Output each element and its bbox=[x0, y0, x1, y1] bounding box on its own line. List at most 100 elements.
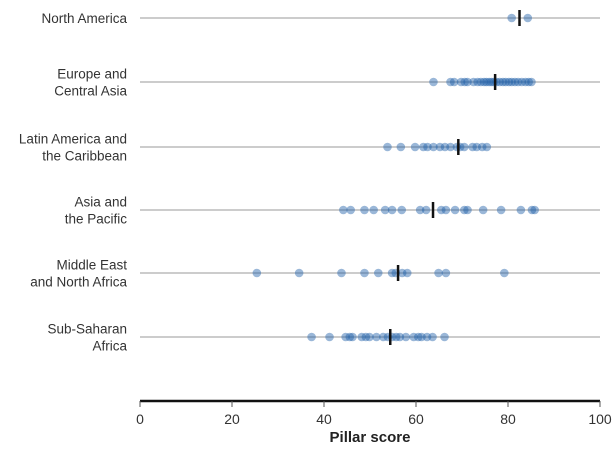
category-label-line: Asia and bbox=[74, 195, 127, 210]
data-point bbox=[409, 332, 419, 342]
data-point bbox=[379, 332, 388, 342]
data-point bbox=[415, 205, 425, 215]
data-point bbox=[516, 205, 526, 215]
data-point bbox=[498, 77, 508, 87]
data-point bbox=[397, 205, 407, 215]
data-point bbox=[482, 77, 491, 87]
data-point bbox=[507, 13, 516, 23]
x-tick-label: 40 bbox=[316, 411, 332, 427]
data-point bbox=[395, 332, 405, 342]
x-tick-label: 80 bbox=[500, 411, 516, 427]
data-point bbox=[397, 268, 407, 278]
category-label: Sub-Saharan Africa bbox=[47, 322, 127, 354]
data-point bbox=[524, 77, 533, 87]
category-label-line: Africa bbox=[92, 339, 127, 354]
data-point bbox=[530, 205, 539, 215]
data-point bbox=[482, 142, 492, 152]
category-label-line: Central Asia bbox=[54, 84, 127, 99]
data-point bbox=[401, 332, 411, 342]
data-point bbox=[380, 205, 390, 215]
data-point bbox=[527, 205, 537, 215]
category-label-line: the Caribbean bbox=[42, 149, 127, 164]
data-point bbox=[337, 268, 346, 278]
data-point bbox=[460, 205, 469, 215]
data-point bbox=[325, 332, 334, 342]
data-point bbox=[450, 205, 460, 215]
data-point bbox=[463, 77, 472, 87]
data-point bbox=[402, 268, 412, 278]
data-point bbox=[369, 205, 378, 215]
data-point bbox=[441, 205, 451, 215]
x-tick-label: 0 bbox=[136, 411, 144, 427]
data-point bbox=[396, 142, 406, 152]
category-label: Latin America and the Caribbean bbox=[19, 132, 127, 164]
data-point bbox=[469, 77, 478, 87]
data-point bbox=[434, 268, 443, 278]
data-point bbox=[440, 332, 449, 342]
data-point bbox=[449, 77, 459, 87]
x-axis: 0 20 40 60 80 100 bbox=[136, 399, 612, 427]
data-point bbox=[373, 268, 383, 278]
data-point bbox=[477, 142, 487, 152]
data-point bbox=[507, 77, 516, 87]
data-point bbox=[387, 268, 397, 278]
category-label-line: Europe and bbox=[57, 67, 127, 82]
category-label: Europe and Central Asia bbox=[54, 67, 127, 99]
data-point bbox=[423, 142, 432, 152]
data-point bbox=[428, 332, 437, 342]
data-point bbox=[365, 332, 374, 342]
x-axis-title: Pillar score bbox=[330, 429, 411, 446]
x-tick-label: 100 bbox=[588, 411, 612, 427]
data-point bbox=[372, 332, 381, 342]
data-point bbox=[473, 77, 482, 87]
data-point bbox=[346, 205, 355, 215]
data-point bbox=[517, 77, 527, 87]
x-tick-label: 20 bbox=[224, 411, 240, 427]
data-point bbox=[527, 77, 536, 87]
data-point bbox=[472, 142, 482, 152]
category-label: Asia and the Pacific bbox=[65, 195, 128, 227]
category-label-line: and North Africa bbox=[30, 275, 127, 290]
data-point bbox=[341, 332, 350, 342]
category-label: North America bbox=[41, 11, 127, 26]
data-point bbox=[410, 142, 420, 152]
category-label-line: Latin America and bbox=[19, 132, 127, 147]
data-point bbox=[383, 142, 392, 152]
data-point bbox=[294, 268, 304, 278]
category-label-line: the Pacific bbox=[65, 212, 128, 227]
data-point bbox=[421, 205, 431, 215]
data-point bbox=[429, 77, 438, 87]
data-point bbox=[456, 77, 466, 87]
data-point bbox=[361, 332, 371, 342]
data-point bbox=[487, 77, 496, 87]
data-point bbox=[360, 205, 369, 215]
data-point bbox=[435, 142, 445, 152]
category-label-line: Sub-Saharan bbox=[47, 322, 127, 337]
data-point bbox=[391, 332, 401, 342]
data-point bbox=[441, 268, 451, 278]
data-point bbox=[252, 268, 262, 278]
data-point bbox=[495, 77, 505, 87]
data-point bbox=[500, 268, 509, 278]
data-point bbox=[307, 332, 316, 342]
data-point bbox=[523, 13, 533, 23]
data-point bbox=[478, 205, 488, 215]
data-point bbox=[440, 142, 450, 152]
x-tick-label: 60 bbox=[408, 411, 424, 427]
data-marks bbox=[252, 10, 539, 345]
category-label-line: Middle East bbox=[56, 258, 127, 273]
data-point bbox=[422, 332, 432, 342]
data-point bbox=[345, 332, 355, 342]
data-point bbox=[468, 142, 477, 152]
data-point bbox=[510, 77, 520, 87]
data-point bbox=[429, 142, 438, 152]
data-point bbox=[513, 77, 523, 87]
data-point bbox=[357, 332, 367, 342]
category-label-line: North America bbox=[41, 11, 127, 26]
category-label: Middle East and North Africa bbox=[30, 258, 127, 290]
data-point bbox=[460, 77, 470, 87]
data-point bbox=[387, 205, 397, 215]
data-point bbox=[484, 77, 494, 87]
data-point bbox=[414, 332, 423, 342]
